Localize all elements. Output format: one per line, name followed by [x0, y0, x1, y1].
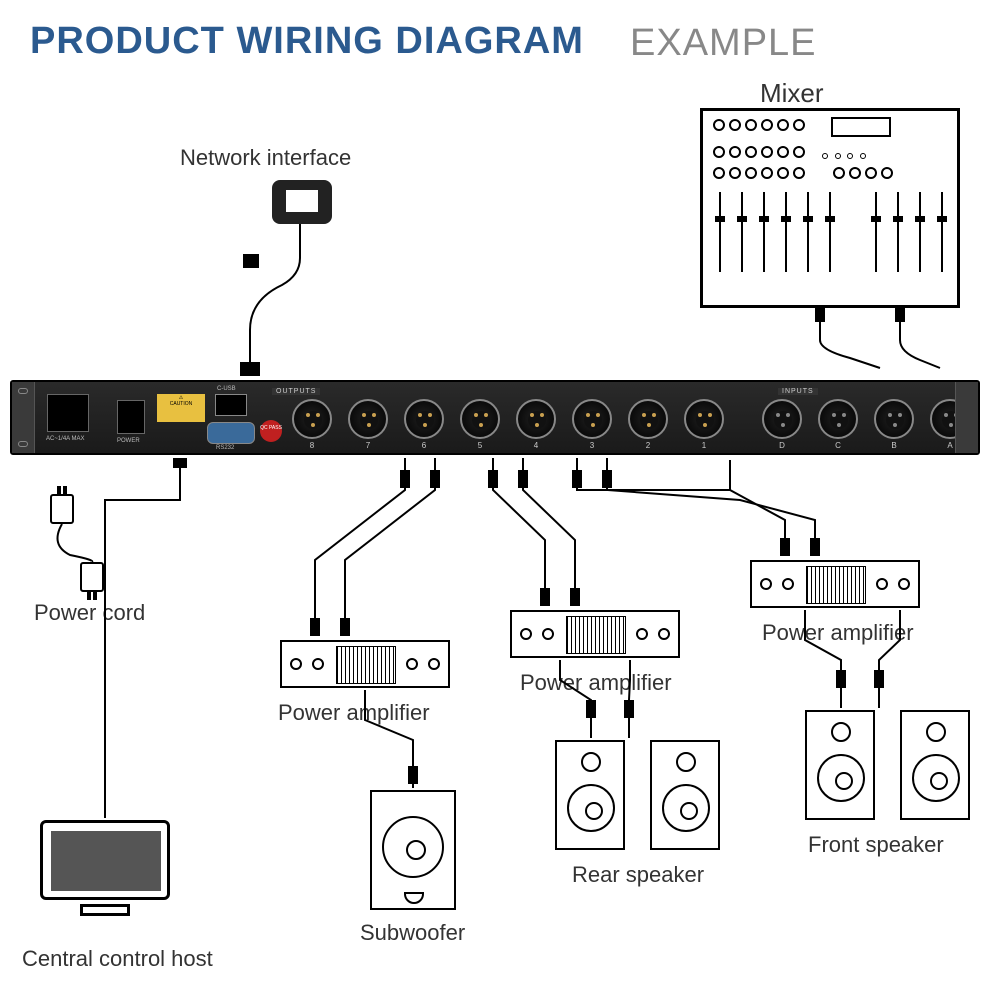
xlr-input-D [762, 399, 802, 439]
power-plug-bottom [80, 562, 104, 592]
xlr-input-label-A: A [930, 441, 970, 450]
xlr-input-A [930, 399, 970, 439]
xlr-input-label-C: C [818, 441, 858, 450]
rj45-port [215, 394, 247, 416]
rs232-port [207, 422, 255, 444]
label-mixer: Mixer [760, 78, 824, 109]
label-amp-2: Power amplifier [520, 670, 672, 696]
inputs-label: INPUTS [778, 388, 818, 395]
label-power-cord: Power cord [34, 600, 145, 626]
rack-rs232-text: RS232 [216, 445, 234, 451]
label-amp-1: Power amplifier [278, 700, 430, 726]
label-central-host: Central control host [22, 946, 213, 972]
xlr-input-B [874, 399, 914, 439]
xlr-output-label-7: 7 [348, 441, 388, 450]
subwoofer [370, 790, 456, 910]
xlr-output-label-1: 1 [684, 441, 724, 450]
xlr-input-label-D: D [762, 441, 802, 450]
xlr-output-label-4: 4 [516, 441, 556, 450]
xlr-output-1 [684, 399, 724, 439]
xlr-output-label-6: 6 [404, 441, 444, 450]
xlr-input-label-B: B [874, 441, 914, 450]
power-inlet [47, 394, 89, 432]
page-title-main: PRODUCT WIRING DIAGRAM [30, 20, 584, 63]
xlr-output-2 [628, 399, 668, 439]
amplifier-2 [510, 610, 680, 658]
label-rear-speaker: Rear speaker [572, 862, 704, 888]
rear-speaker-r [650, 740, 720, 850]
xlr-input-C [818, 399, 858, 439]
qc-sticker: QC PASS [260, 420, 282, 442]
ethernet-icon [272, 180, 332, 224]
xlr-output-4 [516, 399, 556, 439]
xlr-output-label-5: 5 [460, 441, 500, 450]
xlr-output-7 [348, 399, 388, 439]
rack-unit: AC~1/4A MAX POWER ⚠CAUTION C-USB RS232 Q… [10, 380, 980, 455]
central-control-host [40, 820, 170, 920]
front-speaker-r [900, 710, 970, 820]
amplifier-3 [750, 560, 920, 608]
mixer-device [700, 108, 960, 308]
rack-ac-text: AC~1/4A MAX [46, 436, 85, 442]
power-plug-top [50, 494, 74, 524]
xlr-output-3 [572, 399, 612, 439]
xlr-output-label-2: 2 [628, 441, 668, 450]
label-amp-3: Power amplifier [762, 620, 914, 646]
front-speaker-l [805, 710, 875, 820]
power-switch [117, 400, 145, 434]
xlr-output-6 [404, 399, 444, 439]
label-subwoofer: Subwoofer [360, 920, 465, 946]
caution-label: ⚠CAUTION [157, 394, 205, 422]
rack-power-text: POWER [117, 438, 140, 444]
amplifier-1 [280, 640, 450, 688]
outputs-label: OUTPUTS [272, 388, 320, 395]
label-front-speaker: Front speaker [808, 832, 944, 858]
rack-usb-text: C-USB [217, 386, 236, 392]
rear-speaker-l [555, 740, 625, 850]
xlr-output-label-8: 8 [292, 441, 332, 450]
xlr-output-5 [460, 399, 500, 439]
page-title-side: EXAMPLE [630, 22, 817, 65]
xlr-output-8 [292, 399, 332, 439]
label-network: Network interface [180, 145, 351, 171]
xlr-output-label-3: 3 [572, 441, 612, 450]
